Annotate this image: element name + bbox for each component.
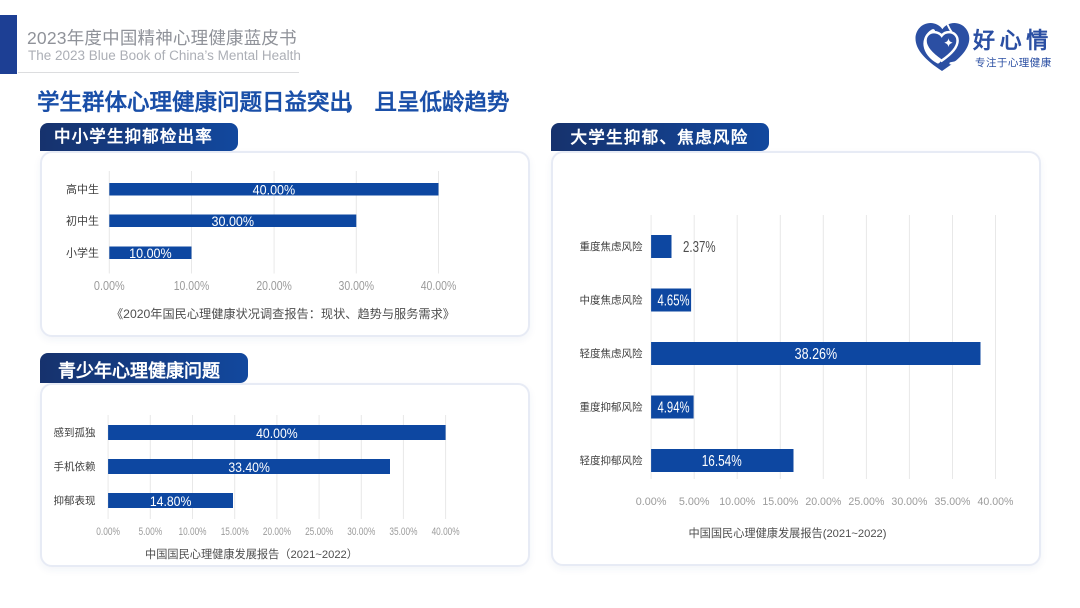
svg-text:中国国民心理健康发展报告(2021~2022): 中国国民心理健康发展报告(2021~2022) xyxy=(688,526,886,540)
svg-text:0.00%: 0.00% xyxy=(96,526,120,538)
svg-text:0.00%: 0.00% xyxy=(94,278,125,293)
svg-text:20.00%: 20.00% xyxy=(256,278,292,293)
svg-text:35.00%: 35.00% xyxy=(935,496,971,508)
svg-text:20.00%: 20.00% xyxy=(263,526,292,538)
svg-text:手机依赖: 手机依赖 xyxy=(54,460,96,473)
svg-text:0.00%: 0.00% xyxy=(636,496,667,508)
svg-text:16.54%: 16.54% xyxy=(702,453,742,470)
svg-text:40.00%: 40.00% xyxy=(978,496,1014,508)
svg-text:重度抑郁风险: 重度抑郁风险 xyxy=(580,401,643,414)
svg-text:14.80%: 14.80% xyxy=(150,493,192,509)
svg-text:30.00%: 30.00% xyxy=(891,496,927,508)
svg-text:40.00%: 40.00% xyxy=(432,526,461,538)
svg-text:35.00%: 35.00% xyxy=(389,526,418,538)
svg-text:5.00%: 5.00% xyxy=(138,526,162,538)
svg-text:5.00%: 5.00% xyxy=(679,496,710,508)
svg-text:40.00%: 40.00% xyxy=(256,425,298,441)
svg-text:轻度焦虑风险: 轻度焦虑风险 xyxy=(580,347,643,360)
svg-text:30.00%: 30.00% xyxy=(339,278,375,293)
svg-text:20.00%: 20.00% xyxy=(805,496,841,508)
svg-text:25.00%: 25.00% xyxy=(305,526,334,538)
svg-text:2.37%: 2.37% xyxy=(683,239,716,256)
svg-text:40.00%: 40.00% xyxy=(253,182,296,198)
svg-text:轻度抑郁风险: 轻度抑郁风险 xyxy=(580,454,643,467)
svg-text:10.00%: 10.00% xyxy=(174,278,210,293)
svg-text:10.00%: 10.00% xyxy=(719,496,755,508)
svg-text:初中生: 初中生 xyxy=(66,214,99,228)
svg-text:15.00%: 15.00% xyxy=(221,526,250,538)
svg-text:感到孤独: 感到孤独 xyxy=(54,426,96,439)
svg-text:10.00%: 10.00% xyxy=(178,526,207,538)
svg-text:25.00%: 25.00% xyxy=(848,496,884,508)
svg-text:4.65%: 4.65% xyxy=(657,292,689,309)
svg-text:高中生: 高中生 xyxy=(66,182,99,196)
svg-text:40.00%: 40.00% xyxy=(421,278,457,293)
svg-text:中度焦虑风险: 中度焦虑风险 xyxy=(580,294,643,307)
svg-text:33.40%: 33.40% xyxy=(228,459,270,475)
svg-text:小学生: 小学生 xyxy=(66,246,99,260)
svg-text:《2020年国民心理健康状况调查报告：现状、趋势与服务需求》: 《2020年国民心理健康状况调查报告：现状、趋势与服务需求》 xyxy=(111,306,455,321)
svg-text:38.26%: 38.26% xyxy=(795,345,838,362)
svg-text:重度焦虑风险: 重度焦虑风险 xyxy=(580,240,643,253)
svg-text:30.00%: 30.00% xyxy=(347,526,376,538)
svg-text:抑郁表现: 抑郁表现 xyxy=(54,494,96,507)
svg-text:10.00%: 10.00% xyxy=(129,245,172,261)
svg-text:4.94%: 4.94% xyxy=(657,399,689,416)
svg-text:中国国民心理健康发展报告（2021~2022）: 中国国民心理健康发展报告（2021~2022） xyxy=(145,547,358,561)
svg-text:15.00%: 15.00% xyxy=(762,496,798,508)
svg-text:30.00%: 30.00% xyxy=(212,213,255,229)
